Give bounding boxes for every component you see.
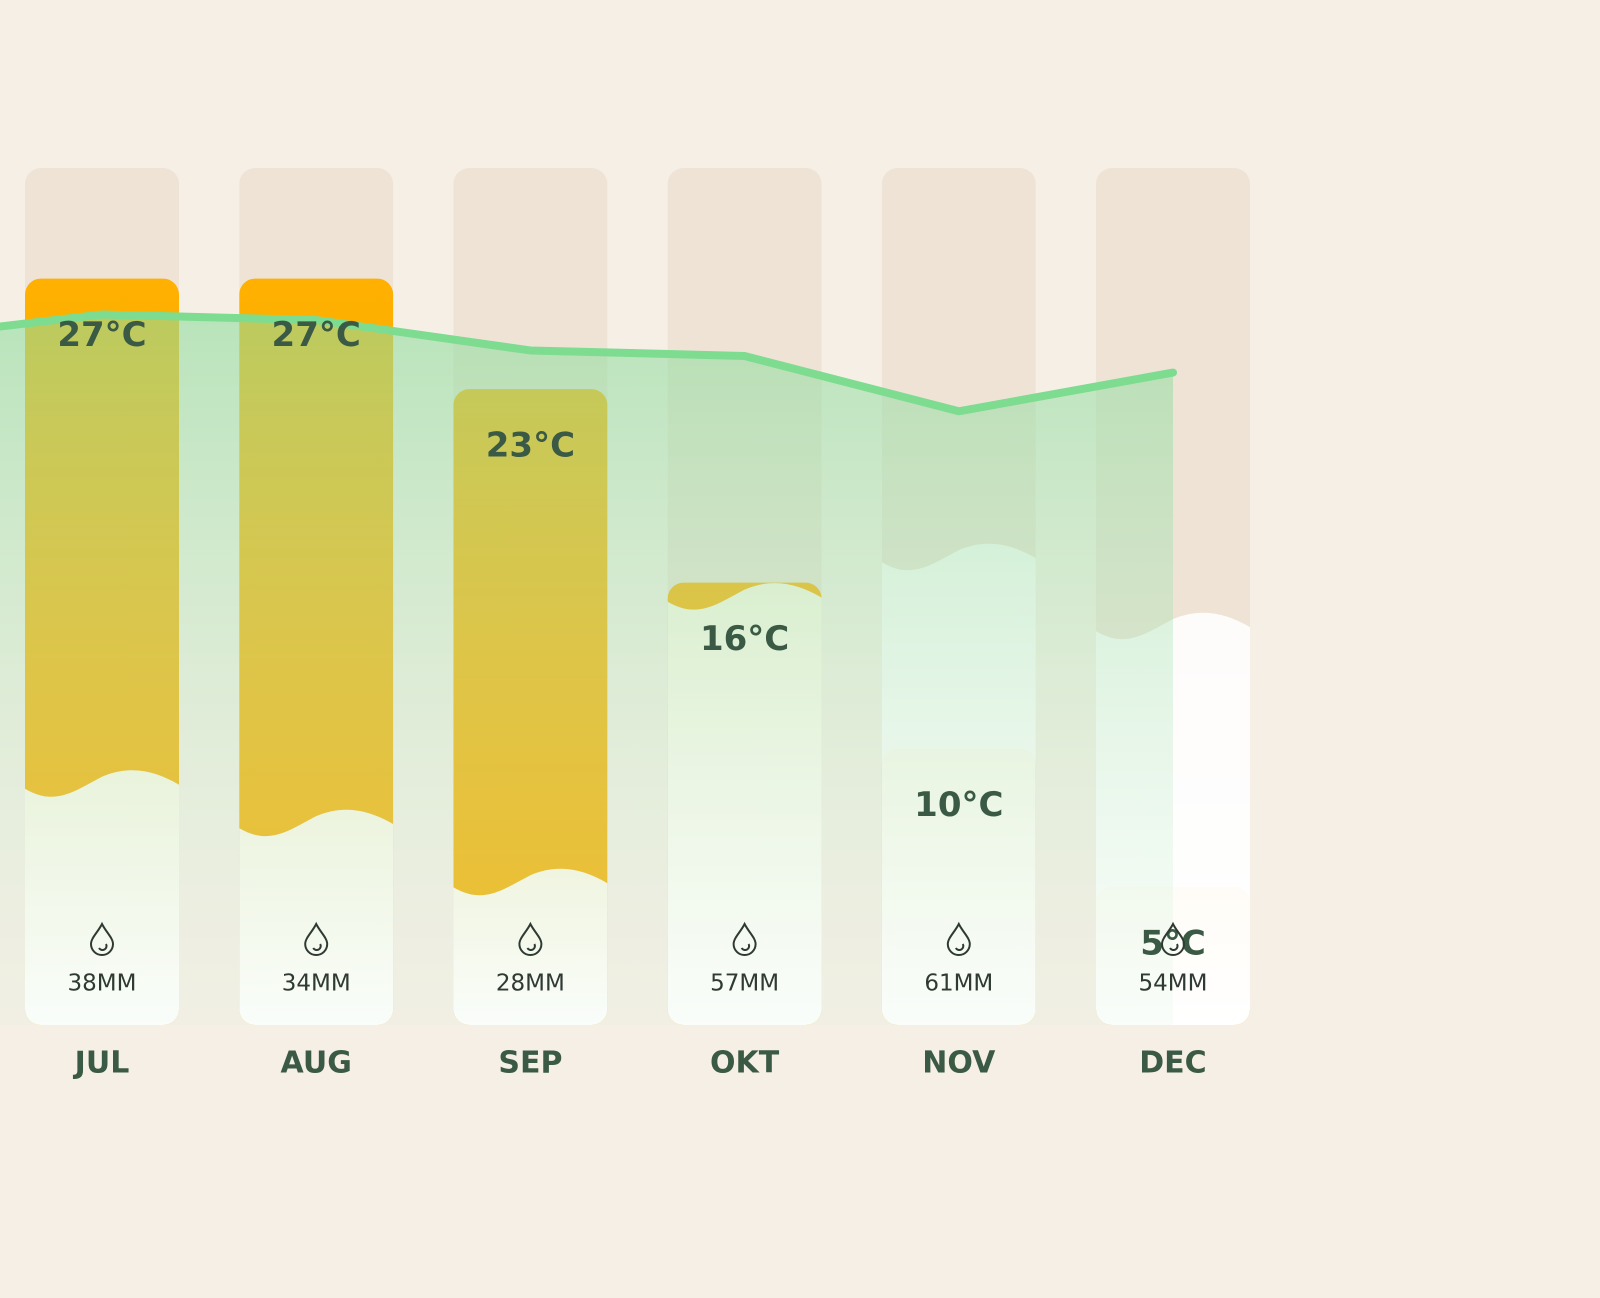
month-label: OKT	[710, 1046, 780, 1081]
drop-icon	[1160, 921, 1186, 956]
temperature-label: 10°C	[914, 785, 1003, 825]
month-label: DEC	[1139, 1046, 1206, 1081]
precipitation-label: 57MM	[710, 971, 779, 997]
drop-icon	[732, 921, 757, 956]
month-label: NOV	[922, 1046, 996, 1081]
temperature-label: 27°C	[272, 315, 361, 355]
line	[0, 310, 1177, 416]
drop-icon	[518, 921, 543, 956]
drop-icon	[304, 921, 329, 956]
month-label: SEP	[498, 1046, 562, 1081]
drop-icon	[946, 921, 971, 956]
line-area	[0, 314, 1173, 1025]
temperature-label: 23°C	[486, 426, 575, 466]
temperature-label: 5°C	[1140, 923, 1206, 963]
temperature-label: 16°C	[700, 619, 789, 659]
drop-icon	[89, 921, 115, 956]
precipitation-label: 38MM	[68, 971, 137, 997]
month-label: JUL	[73, 1046, 130, 1081]
temperature-label: 27°C	[57, 315, 146, 355]
month-label: AUG	[281, 1046, 352, 1081]
precipitation-label: 54MM	[1139, 971, 1208, 997]
precipitation-label: 28MM	[496, 971, 565, 997]
precipitation-label: 34MM	[282, 971, 351, 997]
precipitation-label: 61MM	[924, 971, 993, 997]
